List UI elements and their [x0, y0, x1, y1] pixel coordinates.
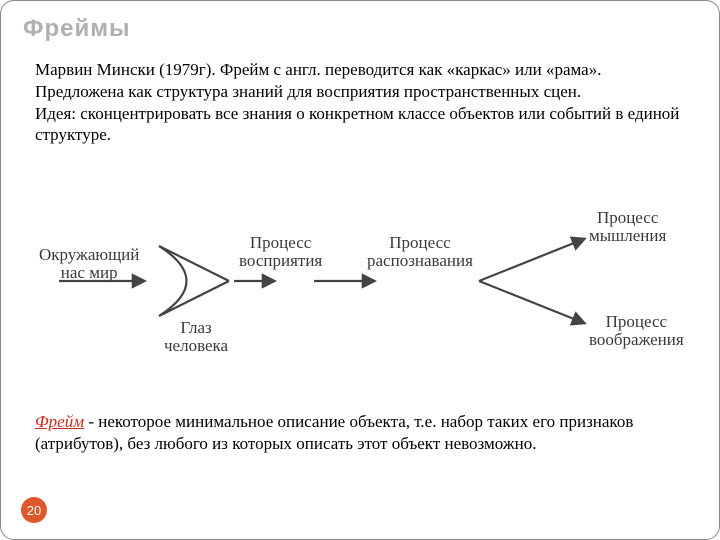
definition-body: - некоторое минимальное описание объекта…	[35, 412, 633, 453]
intro-line-1: Марвин Мински (1979г). Фрейм с англ. пер…	[35, 60, 601, 79]
label-world: Окружающий нас мир	[39, 246, 139, 282]
label-perception: Процесс восприятия	[239, 234, 322, 270]
intro-line-2: Предложена как структура знаний для восп…	[35, 82, 581, 101]
slide-container: Фреймы Марвин Мински (1979г). Фрейм с ан…	[0, 0, 720, 540]
slide-title: Фреймы	[23, 15, 131, 43]
page-number-badge: 20	[21, 497, 47, 523]
definition-paragraph: Фрейм - некоторое минимальное описание о…	[35, 411, 685, 455]
label-imagination: Процесс воображения	[589, 313, 684, 349]
label-eye: Глаз человека	[164, 319, 228, 355]
term-frame: Фрейм	[35, 412, 84, 431]
intro-line-3: Идея: сконцентрировать все знания о конк…	[35, 104, 679, 145]
label-recognition: Процесс распознавания	[367, 234, 473, 270]
perception-diagram: Окружающий нас мир Глаз человека Процесс…	[29, 191, 689, 391]
intro-paragraph: Марвин Мински (1979г). Фрейм с англ. пер…	[35, 59, 685, 146]
page-number: 20	[27, 503, 41, 518]
label-thinking: Процесс мышления	[589, 209, 666, 245]
